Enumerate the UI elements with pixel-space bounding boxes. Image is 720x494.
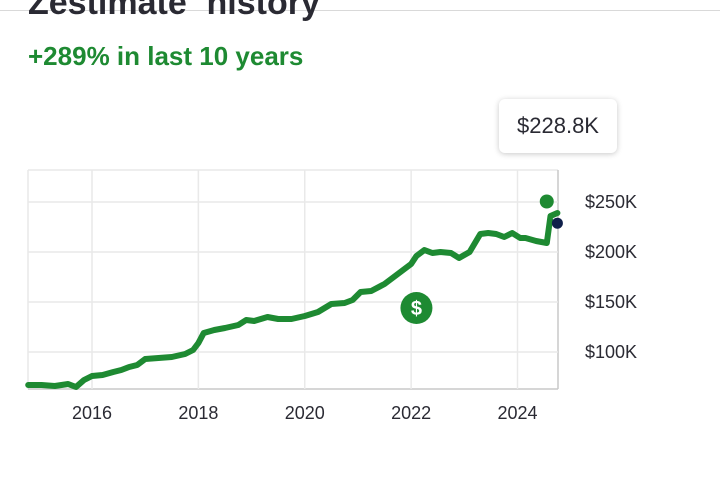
x-tick-label: 2016 <box>72 403 112 423</box>
y-tick-label: $200K <box>585 242 637 262</box>
chart-grid <box>27 169 559 390</box>
dollar-sign-icon: $ <box>411 298 422 320</box>
chart-markers: $ <box>400 194 563 324</box>
value-tooltip: $228.8K <box>499 99 617 153</box>
latest-value-dot <box>539 194 554 209</box>
y-tick-label: $100K <box>585 342 637 362</box>
title-text: Zestimate <box>28 0 187 22</box>
x-axis-labels: 2016 2018 2020 2022 2024 <box>72 403 538 423</box>
y-axis-labels: $100K $150K $200K $250K <box>585 192 637 362</box>
y-tick-label: $150K <box>585 292 637 312</box>
hover-dot <box>551 217 563 229</box>
title-suffix: history <box>206 0 320 22</box>
sale-event-marker <box>400 292 433 324</box>
tooltip-value: $228.8K <box>517 113 599 138</box>
page-title: Zestimate®history <box>28 0 320 23</box>
zestimate-line <box>25 210 561 390</box>
x-tick-label: 2018 <box>178 403 218 423</box>
x-tick-label: 2020 <box>285 403 325 423</box>
chart-series <box>25 210 561 390</box>
top-divider <box>0 10 720 11</box>
y-tick-label: $250K <box>585 192 637 212</box>
growth-summary: +289% in last 10 years <box>28 41 304 71</box>
x-tick-label: 2022 <box>391 403 431 423</box>
x-tick-label: 2024 <box>497 403 537 423</box>
